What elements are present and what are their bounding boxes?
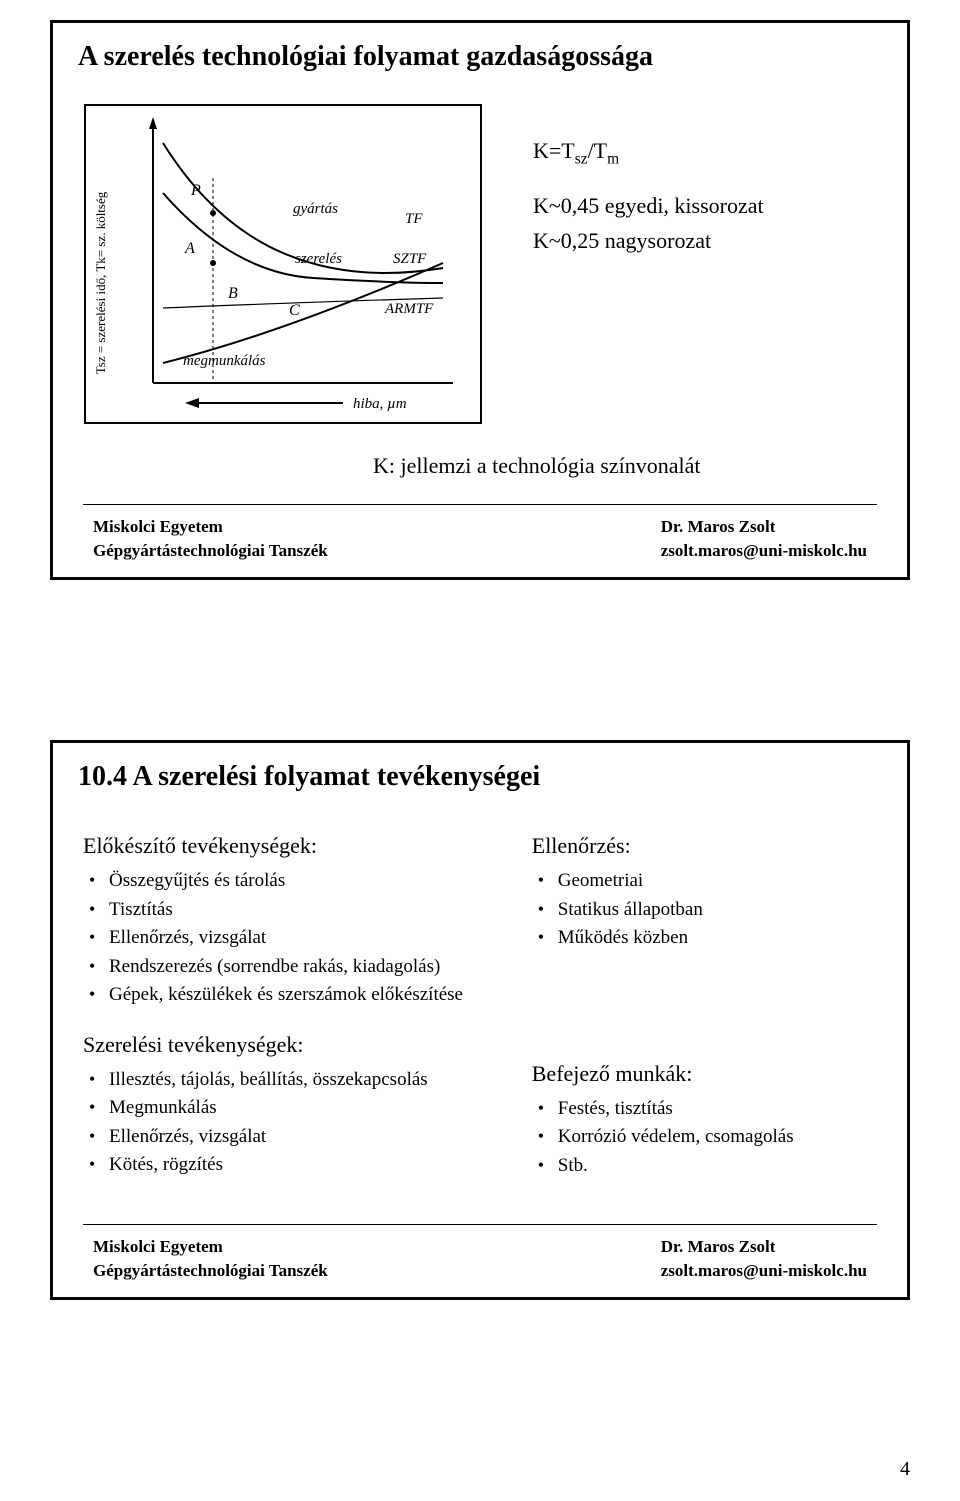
slide2-right-col: Ellenőrzés: Geometriai Statikus állapotb…	[532, 833, 865, 1202]
left-list-2: Illesztés, tájolás, beállítás, összekapc…	[83, 1066, 512, 1180]
x-axis-label: hiba, µm	[353, 396, 407, 412]
slide1-graph: Tsz = szerelési idő, Tk= sz. költség hib…	[83, 103, 483, 443]
footer-rule	[83, 1224, 877, 1225]
list-item: Korrózió védelem, csomagolás	[558, 1123, 865, 1152]
right-list-2: Festés, tisztítás Korrózió védelem, csom…	[532, 1095, 865, 1181]
footer-right-1: Dr. Maros Zsolt	[661, 515, 867, 539]
left-head-2: Szerelési tevékenységek:	[83, 1032, 512, 1058]
footer-left-2: Gépgyártástechnológiai Tanszék	[93, 539, 328, 563]
right-head-1: Ellenőrzés:	[532, 833, 865, 859]
list-item: Ellenőrzés, vizsgálat	[109, 924, 512, 953]
left-head-1: Előkészítő tevékenységek:	[83, 833, 512, 859]
gy-label: gyártás	[293, 201, 338, 217]
list-item: Működés közben	[558, 924, 865, 953]
footer-right-1: Dr. Maros Zsolt	[661, 1235, 867, 1259]
pt-B: B	[228, 285, 238, 302]
right-head-2: Befejező munkák:	[532, 1061, 865, 1087]
list-item: Rendszerezés (sorrendbe rakás, kiadagolá…	[109, 953, 512, 982]
list-item: Gépek, készülékek és szerszámok előkészí…	[109, 981, 512, 1010]
list-item: Festés, tisztítás	[558, 1095, 865, 1124]
sz-tag: SZTF	[393, 251, 427, 267]
slide2-left-col: Előkészítő tevékenységek: Összegyűjtés é…	[83, 833, 512, 1202]
slide2-footer: Miskolci Egyetem Gépgyártástechnológiai …	[93, 1235, 867, 1283]
footer-left-1: Miskolci Egyetem	[93, 1235, 328, 1259]
pt-C: C	[289, 302, 300, 319]
left-list-1: Összegyűjtés és tárolás Tisztítás Ellenő…	[83, 867, 512, 1010]
footer-left-1: Miskolci Egyetem	[93, 515, 328, 539]
footer-left-2: Gépgyártástechnológiai Tanszék	[93, 1259, 328, 1283]
list-item: Ellenőrzés, vizsgálat	[109, 1123, 512, 1152]
list-item: Geometriai	[558, 867, 865, 896]
slide1-interp: K: jellemzi a technológia színvonalát	[373, 453, 700, 479]
slide-2: 10.4 A szerelési folyamat tevékenységei …	[50, 740, 910, 1300]
list-item: Illesztés, tájolás, beállítás, összekapc…	[109, 1066, 512, 1095]
slide2-body: Előkészítő tevékenységek: Összegyűjtés é…	[53, 833, 907, 1202]
slide-1: A szerelés technológiai folyamat gazdasá…	[50, 20, 910, 580]
pt-P: P	[190, 182, 201, 199]
y-axis-label: Tsz = szerelési idő, Tk= sz. költség	[93, 191, 108, 374]
slide2-title: 10.4 A szerelési folyamat tevékenységei	[53, 743, 907, 803]
k-line-2: K~0,25 nagysorozat	[533, 223, 764, 258]
k-line-1: K~0,45 egyedi, kissorozat	[533, 188, 764, 223]
list-item: Tisztítás	[109, 896, 512, 925]
pt-A: A	[184, 240, 195, 257]
footer-right-2: zsolt.maros@uni-miskolc.hu	[661, 539, 867, 563]
gy-tag: TF	[405, 211, 423, 227]
formula-line: K=Tsz/Tm	[533, 133, 764, 172]
list-item: Megmunkálás	[109, 1094, 512, 1123]
slide1-title: A szerelés technológiai folyamat gazdasá…	[53, 23, 907, 83]
slide1-footer: Miskolci Egyetem Gépgyártástechnológiai …	[93, 515, 867, 563]
sz-label: szerelés	[295, 251, 342, 267]
mm-label: megmunkálás	[183, 353, 266, 369]
list-item: Kötés, rögzítés	[109, 1151, 512, 1180]
list-item: Összegyűjtés és tárolás	[109, 867, 512, 896]
list-item: Stb.	[558, 1152, 865, 1181]
list-item: Statikus állapotban	[558, 896, 865, 925]
footer-right-2: zsolt.maros@uni-miskolc.hu	[661, 1259, 867, 1283]
footer-rule	[83, 504, 877, 505]
arm-tag: ARMTF	[384, 301, 434, 317]
page-number: 4	[900, 1458, 910, 1481]
slide1-formulas: K=Tsz/Tm K~0,45 egyedi, kissorozat K~0,2…	[533, 133, 764, 258]
right-list-1: Geometriai Statikus állapotban Működés k…	[532, 867, 865, 953]
